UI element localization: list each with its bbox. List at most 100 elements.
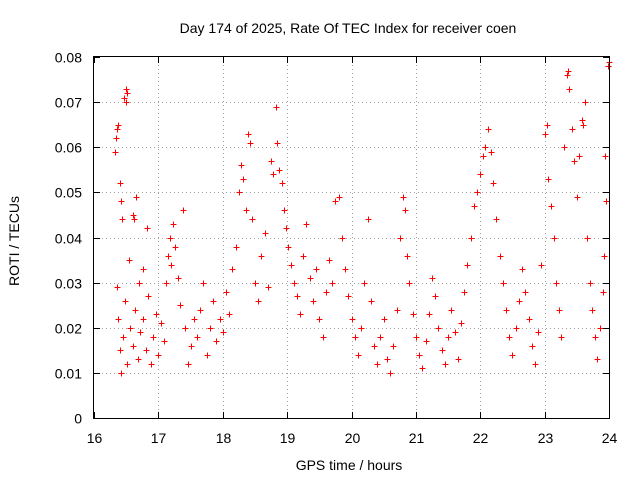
data-point (297, 311, 304, 318)
data-point (538, 262, 545, 269)
data-point (217, 316, 224, 323)
data-point (365, 216, 372, 223)
data-point (394, 307, 401, 314)
data-point (544, 122, 551, 129)
x-tick-labels: 16 17 18 19 20 21 22 23 24 (87, 430, 618, 446)
data-point (402, 207, 409, 214)
data-point (384, 356, 391, 363)
data-point (191, 316, 198, 323)
data-point (548, 203, 555, 210)
data-point (124, 90, 131, 97)
data-point (535, 329, 542, 336)
data-point (112, 149, 119, 156)
data-point (603, 198, 610, 205)
data-point (283, 225, 290, 232)
grid-lines (94, 57, 609, 418)
data-point (194, 334, 201, 341)
data-point (432, 293, 439, 300)
data-point (170, 221, 177, 228)
data-point (349, 316, 356, 323)
data-point (488, 149, 495, 156)
data-point (285, 244, 292, 251)
y-tick-label: 0.06 (55, 140, 82, 156)
data-point (148, 361, 155, 368)
data-point (131, 216, 138, 223)
data-point (130, 212, 137, 219)
data-point (204, 352, 211, 359)
data-point (274, 140, 281, 147)
data-point (247, 140, 254, 147)
data-point (326, 257, 333, 264)
data-point (429, 275, 436, 282)
data-point (423, 338, 430, 345)
data-point (226, 311, 233, 318)
data-point (387, 370, 394, 377)
data-point (471, 203, 478, 210)
data-point (288, 262, 295, 269)
data-point (345, 293, 352, 300)
data-point (252, 280, 259, 287)
data-point (468, 235, 475, 242)
data-points (112, 59, 613, 377)
data-point (115, 122, 122, 129)
data-point (167, 235, 174, 242)
data-point (165, 253, 172, 260)
data-point (313, 266, 320, 273)
data-point (381, 316, 388, 323)
data-point (519, 266, 526, 273)
data-point (126, 257, 133, 264)
data-point (500, 280, 507, 287)
data-point (404, 253, 411, 260)
data-point (452, 329, 459, 336)
data-point (223, 289, 230, 296)
data-point (410, 311, 417, 318)
data-point (323, 289, 330, 296)
x-tick-label: 22 (473, 430, 489, 446)
data-point (574, 194, 581, 201)
data-point (576, 153, 583, 160)
data-point (458, 320, 465, 327)
data-point (602, 153, 609, 160)
data-point (120, 334, 127, 341)
data-point (279, 180, 286, 187)
data-point (553, 280, 560, 287)
data-point (118, 370, 125, 377)
data-point (397, 235, 404, 242)
data-point (445, 334, 452, 341)
data-point (180, 207, 187, 214)
data-point (135, 356, 142, 363)
data-point (342, 266, 349, 273)
data-point (197, 307, 204, 314)
chart-title: Day 174 of 2025, Rate Of TEC Index for r… (180, 20, 517, 36)
y-tick-labels: 0 0.01 0.02 0.03 0.04 0.05 0.06 0.07 0.08 (55, 50, 82, 427)
data-point (291, 280, 298, 287)
data-point (339, 235, 346, 242)
data-point (461, 289, 468, 296)
data-point (542, 131, 549, 138)
data-point (490, 180, 497, 187)
data-point (371, 343, 378, 350)
data-point (526, 316, 533, 323)
data-point (123, 99, 130, 106)
data-point (358, 325, 365, 332)
data-point (601, 253, 608, 260)
data-point (177, 302, 184, 309)
y-tick-label: 0.05 (55, 185, 82, 201)
data-point (243, 207, 250, 214)
data-point (115, 316, 122, 323)
data-point (273, 104, 280, 111)
data-point (124, 361, 131, 368)
data-point (210, 298, 217, 305)
data-point (587, 280, 594, 287)
data-point (185, 361, 192, 368)
data-point (144, 225, 151, 232)
data-point (545, 176, 552, 183)
data-point (580, 122, 587, 129)
data-point (310, 298, 317, 305)
data-point (485, 126, 492, 133)
data-point (265, 284, 272, 291)
y-tick-label: 0.02 (55, 321, 82, 337)
data-point (582, 99, 589, 106)
